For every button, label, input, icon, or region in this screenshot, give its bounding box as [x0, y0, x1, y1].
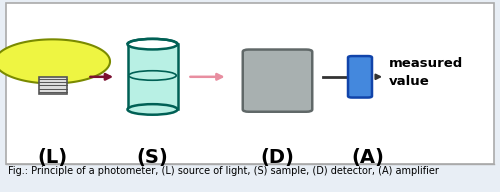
FancyBboxPatch shape: [243, 50, 312, 112]
Text: (L): (L): [38, 148, 68, 167]
Text: (A): (A): [351, 148, 384, 167]
Polygon shape: [0, 39, 110, 84]
FancyBboxPatch shape: [128, 44, 178, 109]
Ellipse shape: [129, 71, 176, 80]
Text: Fig.: Principle of a photometer, (L) source of light, (S) sample, (D) detector, : Fig.: Principle of a photometer, (L) sou…: [8, 166, 439, 176]
FancyBboxPatch shape: [38, 77, 66, 94]
Ellipse shape: [128, 39, 178, 50]
Ellipse shape: [128, 104, 178, 115]
Text: (D): (D): [260, 148, 294, 167]
Text: (S): (S): [136, 148, 168, 167]
Text: measured
value: measured value: [389, 57, 463, 89]
FancyBboxPatch shape: [6, 3, 494, 164]
FancyBboxPatch shape: [348, 56, 372, 98]
